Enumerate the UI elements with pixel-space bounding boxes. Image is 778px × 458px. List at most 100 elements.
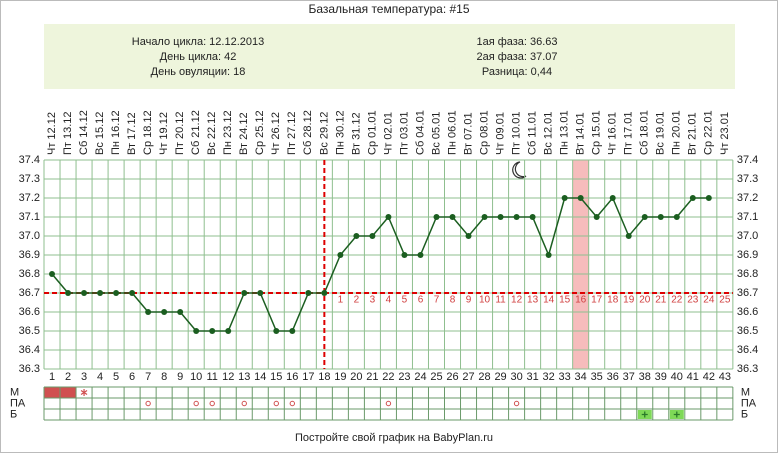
day-label: 19 (334, 371, 346, 383)
luteal-day: 10 (479, 295, 491, 306)
temperature-point (657, 214, 664, 220)
luteal-day: 18 (607, 295, 619, 306)
day-label: 29 (494, 371, 506, 383)
x-tick-label: Пт 03.01 (398, 111, 410, 155)
temperature-point (209, 328, 216, 334)
temperature-point (273, 328, 280, 334)
x-tick-label: Ср 08.01 (478, 110, 490, 155)
info-text: Разница: 0,44 (482, 66, 552, 78)
temperature-point (641, 214, 648, 220)
day-label: 43 (719, 371, 731, 383)
x-tick-label: Пн 20.01 (671, 110, 683, 155)
temperature-point (593, 214, 600, 220)
info-text: Начало цикла: 12.12.2013 (132, 36, 264, 48)
luteal-day: 15 (559, 295, 571, 306)
x-tick-label: Ср 25.12 (254, 110, 266, 155)
y-tick-label: 36.8 (19, 268, 40, 280)
day-label: 21 (366, 371, 378, 383)
day-label: 33 (559, 371, 571, 383)
luteal-day: 5 (402, 295, 408, 306)
temperature-point (65, 290, 72, 296)
temperature-point (497, 214, 504, 220)
day-label: 6 (129, 371, 135, 383)
x-tick-label: Чт 26.12 (270, 112, 282, 155)
day-label: 15 (270, 371, 282, 383)
x-tick-label: Вт 31.12 (350, 112, 362, 155)
day-label: 5 (113, 371, 119, 383)
day-label: 14 (254, 371, 266, 383)
temperature-point (529, 214, 536, 220)
y-tick-label-right: 36.4 (737, 344, 758, 356)
y-tick-label-right: 37.3 (737, 173, 758, 185)
pa-mark (385, 400, 392, 407)
temperature-point (177, 309, 184, 315)
day-label: 40 (671, 371, 683, 383)
y-tick-label-right: 37.2 (737, 192, 758, 204)
luteal-day: 25 (719, 295, 731, 306)
x-tick-label: Пн 23.12 (222, 110, 234, 155)
luteal-day: 17 (591, 295, 603, 306)
y-tick-label: 36.6 (19, 306, 40, 318)
y-tick-label-right: 37.0 (737, 230, 758, 242)
temperature-point (353, 233, 360, 239)
pa-mark (145, 400, 151, 407)
luteal-day: 8 (450, 295, 456, 306)
y-tick-label: 37.0 (19, 230, 40, 242)
day-label: 2 (65, 371, 71, 383)
y-tick-label-right: 36.7 (737, 287, 758, 299)
moon-icon (512, 161, 527, 179)
y-tick-label-right: 37.1 (737, 211, 758, 223)
x-tick-label: Пт 13.12 (62, 111, 74, 155)
x-tick-label: Пн 13.01 (559, 110, 571, 155)
highlight-column (572, 160, 589, 369)
x-tick-label: Сб 21.12 (190, 110, 202, 155)
x-tick-label: Вт 24.12 (238, 112, 250, 155)
x-tick-label: Вс 05.01 (430, 112, 442, 155)
day-label: 41 (687, 371, 699, 383)
x-tick-label: Ср 15.01 (591, 110, 603, 155)
x-tick-label: Вт 17.12 (126, 112, 138, 155)
x-tick-label: Чт 09.01 (494, 112, 506, 155)
x-tick-label: Вс 19.01 (655, 112, 667, 155)
temperature-point (305, 290, 312, 296)
temperature-point (129, 290, 136, 296)
luteal-day: 9 (466, 295, 472, 306)
info-text: День овуляции: 18 (151, 66, 246, 78)
footer: Постройте свой график на BabyPlan.ru (295, 432, 493, 444)
y-tick-label: 37.4 (19, 154, 40, 166)
temperature-point (193, 328, 200, 334)
temperature-point (481, 214, 488, 220)
day-label: 36 (607, 371, 619, 383)
x-tick-label: Вс 22.12 (206, 112, 218, 155)
plus-mark (641, 411, 648, 418)
x-tick-label: Сб 11.01 (527, 111, 539, 155)
luteal-day: 20 (639, 295, 651, 306)
temperature-point (689, 195, 696, 201)
temperature-point (161, 309, 168, 315)
luteal-day: 11 (495, 295, 506, 306)
row-label: ПА (10, 397, 26, 409)
x-tick-label: Пт 27.12 (286, 111, 298, 155)
x-tick-label: Ср 18.12 (142, 110, 154, 155)
y-tick-label-right: 36.6 (737, 306, 758, 318)
temperature-point (545, 252, 552, 258)
day-label: 8 (161, 371, 167, 383)
info-box (44, 24, 735, 89)
y-tick-label-right: 36.5 (737, 325, 758, 337)
y-tick-label: 37.1 (19, 211, 40, 223)
day-label: 20 (350, 371, 362, 383)
temperature-point (449, 214, 456, 220)
temperature-point (673, 214, 680, 220)
x-tick-label: Вт 21.01 (687, 112, 699, 155)
x-tick-label: Чт 12.12 (46, 112, 58, 155)
x-tick-label: Сб 28.12 (302, 110, 314, 155)
x-tick-label: Вт 14.01 (575, 112, 587, 155)
temperature-point (705, 195, 712, 201)
day-label: 24 (414, 371, 426, 383)
y-tick-label: 36.4 (19, 344, 40, 356)
day-label: 30 (510, 371, 522, 383)
temperature-point (113, 290, 120, 296)
x-tick-label: Ср 01.01 (366, 110, 378, 155)
temperature-point (369, 233, 376, 239)
pa-mark (273, 400, 279, 407)
